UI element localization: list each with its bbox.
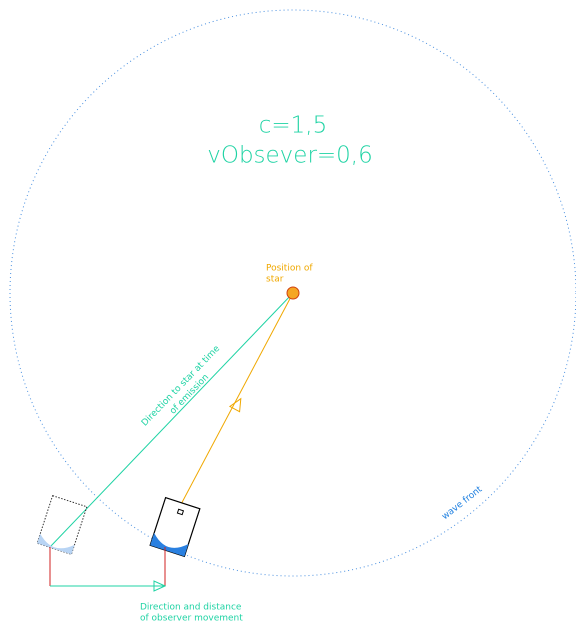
old-telescope (37, 496, 87, 555)
star (287, 287, 299, 299)
diagram: c=1,5 vObsever=0,6 Position of star Dire… (0, 0, 576, 625)
new-telescope (150, 498, 200, 557)
star-label: star (266, 275, 284, 285)
movement-label: of observer movement (140, 614, 243, 624)
observer-speed: vObsever=0,6 (207, 143, 373, 169)
speed-of-light: c=1,5 (259, 113, 328, 139)
direction-label-line: Direction to star at time (140, 344, 223, 429)
wave-label: wave front (440, 484, 484, 522)
star-label: Position of (266, 264, 313, 274)
light-path (178, 293, 293, 510)
movement-label: Direction and distance (140, 603, 242, 613)
telescope-mirror (37, 534, 74, 555)
direction-label: Direction to star at time of emission (140, 344, 231, 437)
